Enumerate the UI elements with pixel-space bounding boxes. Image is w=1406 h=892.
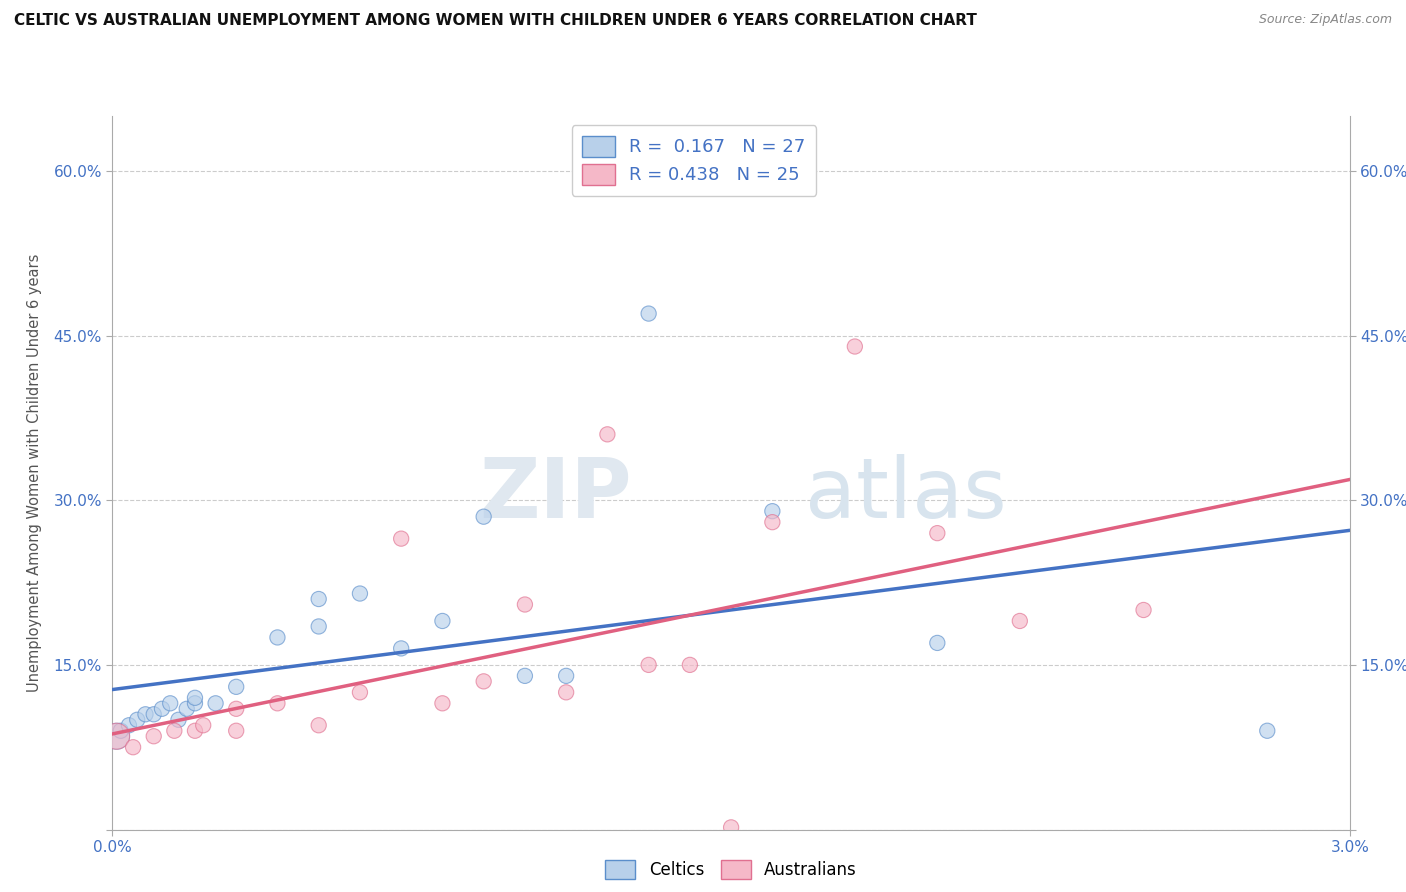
Point <box>513 598 536 612</box>
Point <box>204 696 226 710</box>
Point <box>142 729 165 743</box>
Point <box>349 586 371 600</box>
Point <box>184 696 207 710</box>
Point <box>761 504 783 518</box>
Point <box>637 307 659 321</box>
Text: ZIP: ZIP <box>479 454 633 534</box>
Point <box>167 713 190 727</box>
Point <box>184 690 207 705</box>
Point <box>308 718 330 732</box>
Point <box>163 723 186 738</box>
Point <box>127 713 149 727</box>
Point <box>513 669 536 683</box>
Point <box>105 729 128 743</box>
Point <box>225 680 247 694</box>
Point <box>142 707 165 722</box>
Point <box>927 526 949 541</box>
Legend: Celtics, Australians: Celtics, Australians <box>599 853 863 886</box>
Point <box>432 614 454 628</box>
Point <box>266 631 288 645</box>
Point <box>432 696 454 710</box>
Point <box>596 427 619 442</box>
Point <box>105 729 128 743</box>
Text: CELTIC VS AUSTRALIAN UNEMPLOYMENT AMONG WOMEN WITH CHILDREN UNDER 6 YEARS CORREL: CELTIC VS AUSTRALIAN UNEMPLOYMENT AMONG … <box>14 13 977 29</box>
Text: atlas: atlas <box>806 454 1007 534</box>
Point <box>266 696 288 710</box>
Point <box>150 702 173 716</box>
Point <box>225 702 247 716</box>
Point <box>389 532 412 546</box>
Point <box>308 619 330 633</box>
Point <box>472 509 495 524</box>
Point <box>193 718 215 732</box>
Point <box>761 515 783 529</box>
Point <box>308 592 330 607</box>
Point <box>389 641 412 656</box>
Point <box>118 718 141 732</box>
Point <box>349 685 371 699</box>
Point <box>225 723 247 738</box>
Point <box>472 674 495 689</box>
Point <box>927 636 949 650</box>
Point <box>720 821 742 835</box>
Point <box>1132 603 1154 617</box>
Text: Source: ZipAtlas.com: Source: ZipAtlas.com <box>1258 13 1392 27</box>
Point <box>637 657 659 672</box>
Point <box>176 702 198 716</box>
Point <box>1256 723 1278 738</box>
Point <box>134 707 156 722</box>
Point <box>122 740 145 755</box>
Point <box>555 685 578 699</box>
Point <box>555 669 578 683</box>
Point <box>184 723 207 738</box>
Point <box>1008 614 1031 628</box>
Point <box>679 657 702 672</box>
Point <box>110 723 132 738</box>
Y-axis label: Unemployment Among Women with Children Under 6 years: Unemployment Among Women with Children U… <box>28 253 42 692</box>
Point <box>159 696 181 710</box>
Point <box>844 339 866 353</box>
